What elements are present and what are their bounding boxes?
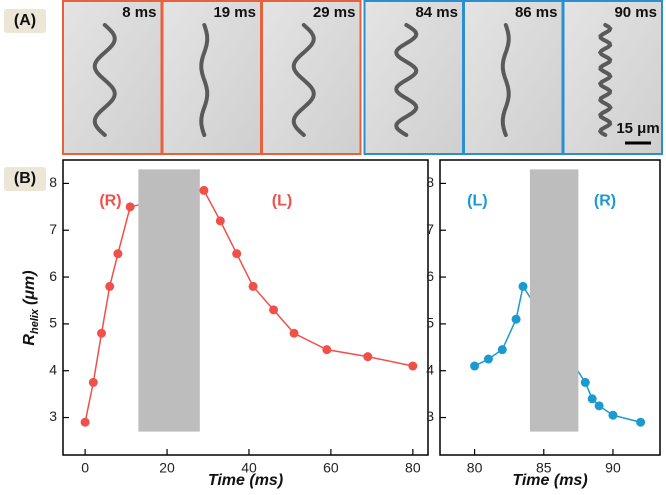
x-tick-label: 20 [159, 460, 175, 476]
data-point [408, 361, 418, 371]
data-point [105, 281, 115, 291]
data-line [84, 189, 413, 423]
x-tick-label: 80 [405, 460, 421, 476]
panel-label: (B) [14, 170, 36, 187]
label-badge [4, 167, 46, 191]
annotation: (L) [272, 193, 292, 210]
specimen [394, 23, 419, 137]
specimen [92, 23, 117, 137]
panel-label: (A) [14, 12, 36, 29]
x-tick-label: 0 [81, 460, 89, 476]
x-tick-label: 80 [467, 460, 483, 476]
plot-frame [439, 159, 661, 456]
data-point [363, 352, 373, 362]
x-tick-label: 60 [323, 460, 339, 476]
label-badge [4, 9, 46, 33]
specimen [199, 23, 210, 137]
image-frame [261, 0, 362, 155]
shaded-region [138, 169, 200, 432]
data-point [636, 417, 646, 427]
x-axis-title: Time (ms) [512, 472, 587, 489]
y-title-sub: helix [29, 308, 41, 334]
image-frame [62, 0, 163, 155]
y-tick-label: 3 [426, 408, 434, 424]
data-point [608, 410, 618, 420]
image-frame [161, 0, 262, 155]
frame-time: 8 ms [122, 4, 156, 21]
data-point [248, 281, 258, 291]
image-frame [463, 0, 564, 155]
data-point [125, 202, 135, 212]
y-tick-label: 7 [426, 221, 434, 237]
y-axis-title: Rhelix (μm) [21, 270, 41, 345]
frame-time: 19 ms [213, 4, 256, 21]
x-tick-label: 90 [605, 460, 621, 476]
y-tick-label: 5 [49, 315, 57, 331]
data-point [497, 345, 507, 355]
specimen [291, 23, 316, 137]
x-axis-title: Time (ms) [208, 472, 283, 489]
annotation: (R) [99, 193, 121, 210]
y-tick-label: 8 [426, 174, 434, 190]
data-point [97, 328, 107, 338]
image-frame [562, 0, 663, 155]
annotation: (R) [594, 193, 616, 210]
data-point [483, 354, 493, 364]
data-point [88, 377, 98, 387]
y-tick-label: 8 [49, 174, 57, 190]
data-point [470, 361, 480, 371]
frame-time: 86 ms [515, 4, 558, 21]
annotation: (L) [467, 193, 487, 210]
specimen [597, 23, 613, 137]
y-tick-label: 5 [426, 315, 434, 331]
data-point [580, 377, 590, 387]
frame-time: 29 ms [313, 4, 356, 21]
y-tick-label: 7 [49, 221, 57, 237]
data-point [518, 281, 528, 291]
x-tick-label: 85 [536, 460, 552, 476]
x-tick-label: 40 [241, 460, 257, 476]
data-point [113, 249, 123, 259]
data-point [269, 305, 279, 315]
data-point [322, 345, 332, 355]
frame-time: 90 ms [614, 4, 657, 21]
y-title-main: R [21, 334, 38, 346]
data-point [587, 394, 597, 404]
y-tick-label: 3 [49, 408, 57, 424]
data-point [511, 314, 521, 324]
scale-bar-label: 15 μm [616, 120, 659, 137]
y-tick-label: 6 [426, 268, 434, 284]
y-tick-label: 4 [426, 361, 434, 377]
data-point [215, 216, 225, 226]
data-point [232, 249, 242, 259]
data-point [289, 328, 299, 338]
y-tick-label: 6 [49, 268, 57, 284]
data-point [199, 185, 209, 195]
data-point [80, 417, 90, 427]
data-point [594, 401, 604, 411]
specimen [500, 23, 511, 137]
shaded-region [529, 169, 579, 432]
plot-frame [62, 159, 429, 456]
frame-time: 84 ms [415, 4, 458, 21]
y-title-unit: (μm) [21, 270, 38, 305]
y-tick-label: 4 [49, 361, 57, 377]
